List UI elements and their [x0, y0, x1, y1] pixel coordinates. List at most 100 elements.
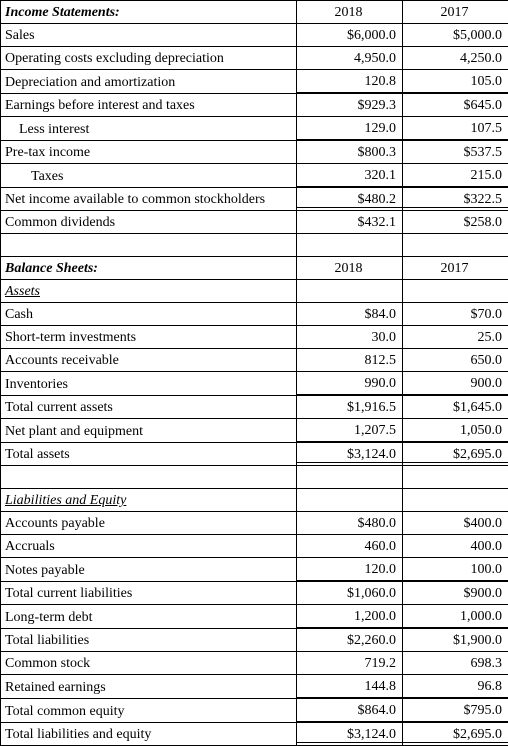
row-value: $2,695.0 — [403, 442, 508, 466]
table-row: Pre-tax income $800.3 $537.5 — [1, 140, 508, 164]
table-row: Total current assets $1,916.5 $1,645.0 — [1, 395, 508, 419]
row-value: $864.0 — [297, 698, 403, 722]
row-value: $800.3 — [297, 140, 403, 164]
row-value: $2,695.0 — [403, 722, 508, 746]
row-value: $900.0 — [403, 581, 508, 605]
income-col-2017: 2017 — [403, 1, 508, 24]
row-value: $70.0 — [403, 303, 508, 326]
row-value: 144.8 — [297, 675, 403, 699]
liab-subheader: Liabilities and Equity — [1, 489, 297, 512]
row-value: $1,645.0 — [403, 395, 508, 419]
row-label: Accounts payable — [1, 512, 297, 535]
row-label: Sales — [1, 24, 297, 47]
row-label: Earnings before interest and taxes — [1, 93, 297, 117]
table-row: Assets — [1, 280, 508, 303]
assets-subheader: Assets — [1, 280, 297, 303]
row-value: 900.0 — [403, 372, 508, 396]
table-row: Net income available to common stockhold… — [1, 187, 508, 211]
row-value: 4,250.0 — [403, 47, 508, 70]
row-value: 96.8 — [403, 675, 508, 699]
row-value: 215.0 — [403, 164, 508, 188]
row-label: Accruals — [1, 535, 297, 558]
income-col-2018: 2018 — [297, 1, 403, 24]
table-row: Operating costs excluding depreciation 4… — [1, 47, 508, 70]
row-value: $795.0 — [403, 698, 508, 722]
row-value: $5,000.0 — [403, 24, 508, 47]
row-label: Cash — [1, 303, 297, 326]
row-value: 4,950.0 — [297, 47, 403, 70]
table-row: Total common equity $864.0 $795.0 — [1, 698, 508, 722]
table-row: Less interest 129.0 107.5 — [1, 117, 508, 141]
row-value: 990.0 — [297, 372, 403, 396]
row-value: 129.0 — [297, 117, 403, 141]
row-label: Total assets — [1, 442, 297, 466]
table-row: Common stock 719.2 698.3 — [1, 652, 508, 675]
row-label: Common stock — [1, 652, 297, 675]
table-row: Retained earnings 144.8 96.8 — [1, 675, 508, 699]
row-value: 320.1 — [297, 164, 403, 188]
row-value: $537.5 — [403, 140, 508, 164]
table-row: Depreciation and amortization 120.8 105.… — [1, 70, 508, 94]
row-value: $258.0 — [403, 211, 508, 234]
row-value: $1,916.5 — [297, 395, 403, 419]
row-value: 1,200.0 — [297, 605, 403, 629]
row-label: Net income available to common stockhold… — [1, 187, 297, 211]
table-row: Accruals 460.0 400.0 — [1, 535, 508, 558]
table-row: Total liabilities and equity $3,124.0 $2… — [1, 722, 508, 746]
row-label: Notes payable — [1, 558, 297, 582]
table-row: Long-term debt 1,200.0 1,000.0 — [1, 605, 508, 629]
table-row: Accounts receivable 812.5 650.0 — [1, 349, 508, 372]
row-value: $6,000.0 — [297, 24, 403, 47]
table-row: Accounts payable $480.0 $400.0 — [1, 512, 508, 535]
row-value: $322.5 — [403, 187, 508, 211]
row-label: Pre-tax income — [1, 140, 297, 164]
table-row: Notes payable 120.0 100.0 — [1, 558, 508, 582]
row-value: 120.8 — [297, 70, 403, 94]
income-title: Income Statements: — [1, 1, 297, 24]
row-value: $400.0 — [403, 512, 508, 535]
row-label: Net plant and equipment — [1, 419, 297, 443]
row-value: 812.5 — [297, 349, 403, 372]
row-label: Total current assets — [1, 395, 297, 419]
table-row: Total assets $3,124.0 $2,695.0 — [1, 442, 508, 466]
table-row: Common dividends $432.1 $258.0 — [1, 211, 508, 234]
row-label: Accounts receivable — [1, 349, 297, 372]
row-value: 107.5 — [403, 117, 508, 141]
row-value: 719.2 — [297, 652, 403, 675]
table-row: Liabilities and Equity — [1, 489, 508, 512]
row-value: 698.3 — [403, 652, 508, 675]
blank-row — [1, 466, 508, 489]
blank-row — [1, 234, 508, 257]
row-value: $84.0 — [297, 303, 403, 326]
row-label: Common dividends — [1, 211, 297, 234]
row-value: $432.1 — [297, 211, 403, 234]
row-value: 460.0 — [297, 535, 403, 558]
row-value: $3,124.0 — [297, 442, 403, 466]
row-label: Operating costs excluding depreciation — [1, 47, 297, 70]
row-value: 120.0 — [297, 558, 403, 582]
table-row: Short-term investments 30.0 25.0 — [1, 326, 508, 349]
row-label: Depreciation and amortization — [1, 70, 297, 94]
row-label: Short-term investments — [1, 326, 297, 349]
table-row: Cash $84.0 $70.0 — [1, 303, 508, 326]
row-value: 25.0 — [403, 326, 508, 349]
financial-statements-table: Income Statements: 2018 2017 Sales $6,00… — [0, 0, 508, 746]
table-row: Income Statements: 2018 2017 — [1, 1, 508, 24]
row-label: Total liabilities — [1, 628, 297, 652]
row-value: $645.0 — [403, 93, 508, 117]
row-value: $3,124.0 — [297, 722, 403, 746]
row-label: Long-term debt — [1, 605, 297, 629]
table-row: Earnings before interest and taxes $929.… — [1, 93, 508, 117]
table-row: Taxes 320.1 215.0 — [1, 164, 508, 188]
balance-col-2017: 2017 — [403, 257, 508, 280]
row-value: $1,060.0 — [297, 581, 403, 605]
row-value: 1,207.5 — [297, 419, 403, 443]
row-label: Total current liabilities — [1, 581, 297, 605]
balance-col-2018: 2018 — [297, 257, 403, 280]
row-value: 1,000.0 — [403, 605, 508, 629]
balance-title: Balance Sheets: — [1, 257, 297, 280]
row-value: $929.3 — [297, 93, 403, 117]
row-label: Taxes — [1, 164, 297, 188]
row-value: $480.2 — [297, 187, 403, 211]
row-value: 30.0 — [297, 326, 403, 349]
